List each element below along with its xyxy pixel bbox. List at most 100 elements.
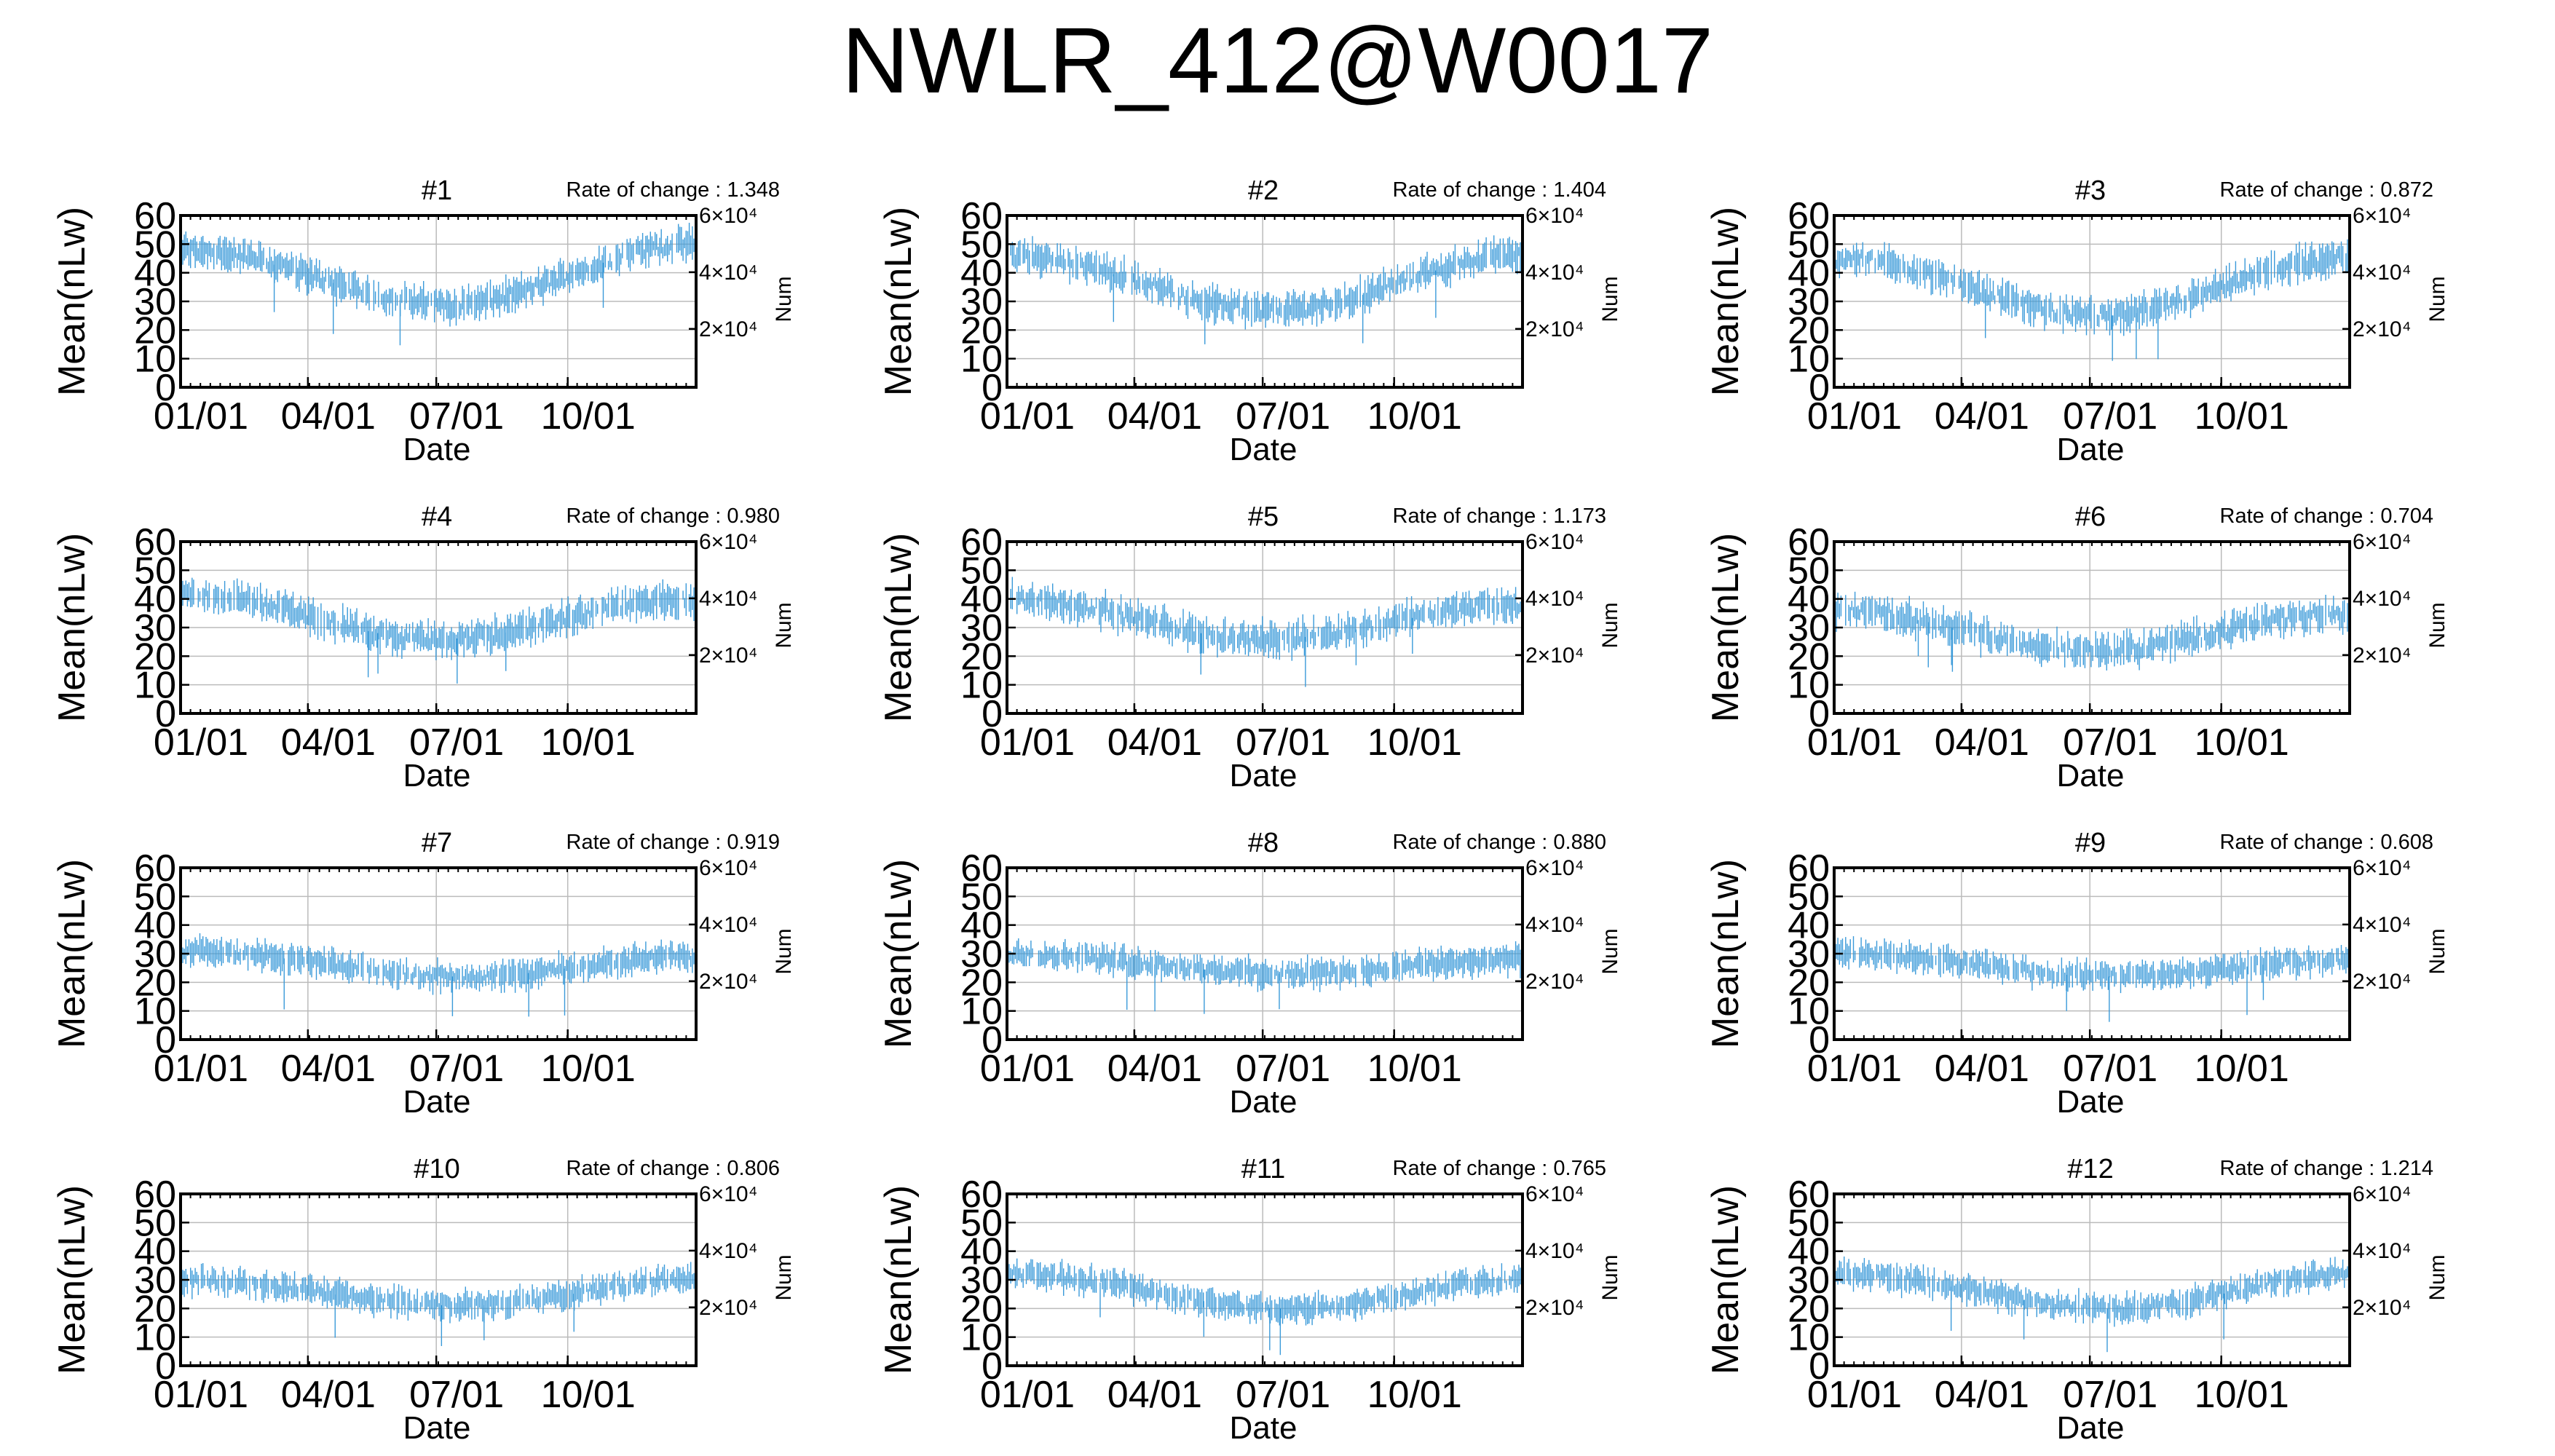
y2-axis-label: Num xyxy=(1598,276,1622,322)
rate-of-change: Rate of change : 0.872 xyxy=(2220,178,2433,202)
y-tick-label: 40 xyxy=(134,253,176,295)
y-tick-label: 30 xyxy=(134,607,176,649)
rate-of-change: Rate of change : 0.919 xyxy=(566,831,780,854)
y2-axis-label: Num xyxy=(1598,928,1622,974)
panel-title: #10 xyxy=(414,1154,459,1184)
data-series xyxy=(1836,936,2348,1022)
y2-tick-label: 6×10⁴ xyxy=(1525,530,1584,554)
x-axis-label: Date xyxy=(403,758,471,794)
x-tick-label: 07/01 xyxy=(1236,1374,1330,1416)
data-series xyxy=(1836,591,2348,672)
y-tick-label: 30 xyxy=(1788,607,1830,649)
x-tick-label: 04/01 xyxy=(281,721,376,764)
y2-axis-label: Num xyxy=(1598,1254,1622,1300)
y-tick-label: 50 xyxy=(134,223,176,266)
x-axis-label: Date xyxy=(1230,432,1298,467)
y2-tick-label: 6×10⁴ xyxy=(699,856,757,880)
y-tick-label: 0 xyxy=(1809,367,1830,409)
y-tick-label: 60 xyxy=(1788,521,1830,563)
x-tick-label: 10/01 xyxy=(541,1374,636,1416)
y-axis-label: Mean(nLw) xyxy=(1705,207,1747,396)
x-tick-label: 01/01 xyxy=(980,1374,1075,1416)
y2-tick-label: 2×10⁴ xyxy=(699,1296,757,1320)
y-tick-label: 30 xyxy=(1788,933,1830,976)
x-tick-label: 07/01 xyxy=(409,721,504,764)
y-tick-label: 50 xyxy=(960,223,1003,266)
y-tick-label: 10 xyxy=(134,665,176,707)
panel-title: #11 xyxy=(1241,1154,1286,1184)
x-tick-label: 04/01 xyxy=(1935,1048,2029,1090)
y-tick-label: 0 xyxy=(982,1345,1003,1388)
panel-title: #4 xyxy=(422,502,452,532)
y-tick-label: 10 xyxy=(960,665,1003,707)
y-tick-label: 40 xyxy=(960,579,1003,621)
y-tick-label: 50 xyxy=(1788,223,1830,266)
x-tick-label: 04/01 xyxy=(1107,1374,1202,1416)
rate-of-change: Rate of change : 0.608 xyxy=(2220,831,2433,854)
rate-of-change: Rate of change : 0.806 xyxy=(566,1157,780,1180)
y2-tick-label: 2×10⁴ xyxy=(2353,644,2411,668)
x-tick-label: 07/01 xyxy=(1236,395,1330,438)
data-series xyxy=(1836,1257,2348,1353)
x-tick-label: 07/01 xyxy=(1236,1048,1330,1090)
x-tick-label: 07/01 xyxy=(409,1374,504,1416)
y-tick-label: 60 xyxy=(960,847,1003,890)
y-tick-label: 50 xyxy=(960,876,1003,918)
y-tick-label: 60 xyxy=(1788,195,1830,237)
x-tick-label: 01/01 xyxy=(980,721,1075,764)
x-tick-label: 01/01 xyxy=(1807,395,1902,438)
y2-tick-label: 6×10⁴ xyxy=(2353,530,2411,554)
x-axis-label: Date xyxy=(2057,432,2125,467)
y-tick-label: 60 xyxy=(134,1174,176,1216)
y-axis-label: Mean(nLw) xyxy=(51,207,93,396)
y2-tick-label: 6×10⁴ xyxy=(1525,1182,1584,1206)
rate-of-change: Rate of change : 0.765 xyxy=(1393,1157,1606,1180)
y-axis-label: Mean(nLw) xyxy=(877,207,920,396)
panel-title: #5 xyxy=(1248,502,1279,532)
x-axis-label: Date xyxy=(2057,758,2125,794)
y2-tick-label: 6×10⁴ xyxy=(699,530,757,554)
x-tick-label: 04/01 xyxy=(1107,721,1202,764)
y-tick-label: 20 xyxy=(134,636,176,678)
x-tick-label: 10/01 xyxy=(1367,395,1462,438)
y-tick-label: 30 xyxy=(134,933,176,976)
rate-of-change: Rate of change : 0.980 xyxy=(566,505,780,528)
x-axis-label: Date xyxy=(1230,1410,1298,1446)
rate-of-change: Rate of change : 1.348 xyxy=(566,178,780,202)
x-tick-label: 01/01 xyxy=(980,1048,1075,1090)
y2-tick-label: 4×10⁴ xyxy=(1525,587,1584,611)
y-tick-label: 60 xyxy=(134,521,176,563)
y-tick-label: 20 xyxy=(960,1288,1003,1330)
x-tick-label: 01/01 xyxy=(1807,1048,1902,1090)
y-tick-label: 40 xyxy=(960,1231,1003,1273)
y-axis-label: Mean(nLw) xyxy=(877,1185,920,1374)
y2-tick-label: 4×10⁴ xyxy=(1525,1239,1584,1263)
y-axis-label: Mean(nLw) xyxy=(51,533,93,722)
y-axis-label: Mean(nLw) xyxy=(1705,533,1747,722)
y-tick-label: 40 xyxy=(1788,905,1830,947)
y-tick-label: 0 xyxy=(155,1345,176,1388)
data-series xyxy=(1008,938,1521,1014)
y2-tick-label: 4×10⁴ xyxy=(699,587,757,611)
y-tick-label: 30 xyxy=(134,281,176,323)
x-axis-label: Date xyxy=(403,432,471,467)
y2-tick-label: 4×10⁴ xyxy=(699,1239,757,1263)
y-tick-label: 50 xyxy=(1788,550,1830,592)
y2-tick-label: 2×10⁴ xyxy=(1525,1296,1584,1320)
y-tick-label: 20 xyxy=(134,962,176,1004)
y-tick-label: 20 xyxy=(960,962,1003,1004)
y-tick-label: 10 xyxy=(960,339,1003,381)
y2-tick-label: 4×10⁴ xyxy=(2353,587,2411,611)
x-tick-label: 01/01 xyxy=(154,1374,248,1416)
y2-axis-label: Num xyxy=(772,1254,796,1300)
x-tick-label: 01/01 xyxy=(154,1048,248,1090)
y-tick-label: 30 xyxy=(1788,281,1830,323)
y2-tick-label: 2×10⁴ xyxy=(699,970,757,994)
y2-tick-label: 4×10⁴ xyxy=(1525,261,1584,285)
